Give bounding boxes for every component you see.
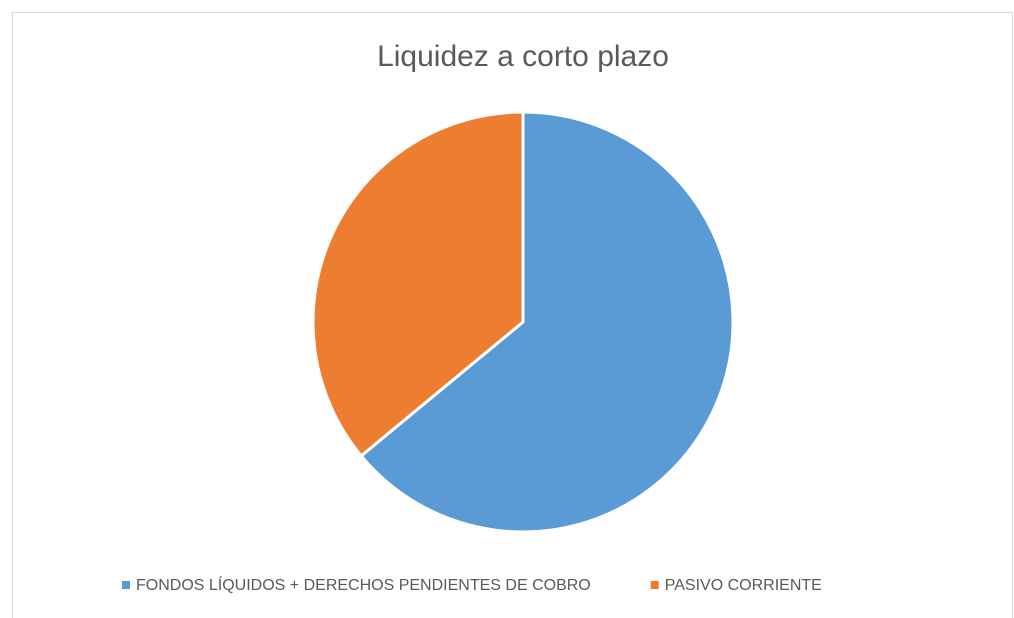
legend-label: FONDOS LÍQUIDOS + DERECHOS PENDIENTES DE… <box>136 575 591 594</box>
legend-swatch <box>122 581 130 589</box>
legend: FONDOS LÍQUIDOS + DERECHOS PENDIENTES DE… <box>122 575 822 594</box>
legend-swatch <box>650 581 659 589</box>
pie-slice <box>311 110 525 458</box>
legend-label: PASIVO CORRIENTE <box>665 577 822 594</box>
pie-slice <box>359 110 735 534</box>
pie <box>311 110 735 534</box>
chart-title: Liquidez a corto plazo <box>377 40 669 73</box>
